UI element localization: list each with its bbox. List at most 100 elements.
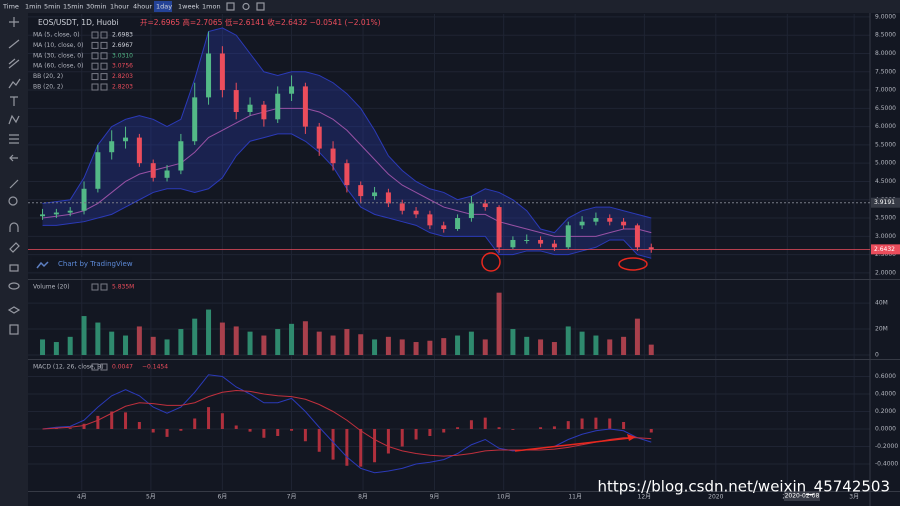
y-tick-label: 2.0000 bbox=[875, 269, 896, 276]
volume-bar bbox=[289, 323, 295, 356]
volume-bar bbox=[136, 326, 142, 356]
indicator-settings[interactable] bbox=[100, 73, 108, 81]
channel-tool[interactable] bbox=[8, 58, 20, 69]
volume-bar bbox=[302, 321, 308, 356]
candle-body bbox=[634, 225, 640, 248]
screenshot-button[interactable] bbox=[256, 2, 265, 11]
indicator-settings[interactable] bbox=[100, 31, 108, 39]
y-tick-label: 40M bbox=[875, 300, 888, 307]
magnet-tool[interactable] bbox=[9, 222, 19, 232]
macd-histogram-bar bbox=[511, 429, 515, 430]
date-tag-label: 2020-02-08 bbox=[785, 493, 820, 500]
volume-bar bbox=[95, 322, 101, 356]
lock-tool[interactable] bbox=[9, 264, 19, 272]
pattern-tool[interactable] bbox=[8, 114, 20, 125]
y-tick-label: 5.5000 bbox=[875, 141, 896, 148]
candle-body bbox=[123, 137, 129, 142]
indicator-settings[interactable] bbox=[100, 62, 108, 70]
candle-body bbox=[524, 239, 530, 241]
candle-body bbox=[192, 97, 198, 142]
indicator-toggle[interactable] bbox=[91, 41, 99, 49]
interval-button[interactable]: 5min bbox=[44, 3, 60, 11]
indicator-settings[interactable] bbox=[100, 52, 108, 60]
candle-body bbox=[316, 126, 322, 149]
macd-histogram-bar bbox=[165, 429, 169, 437]
volume-bar bbox=[482, 339, 488, 356]
volume-bar bbox=[551, 342, 557, 356]
last-price-tag bbox=[871, 244, 900, 255]
layers-tool[interactable] bbox=[7, 306, 21, 314]
hide-tool[interactable] bbox=[8, 282, 20, 290]
candle-body bbox=[67, 210, 73, 213]
interval-button[interactable]: 30min bbox=[86, 3, 107, 11]
interval-button[interactable]: 1day bbox=[156, 3, 172, 11]
indicator-toggle[interactable] bbox=[91, 363, 99, 371]
candle-body bbox=[275, 93, 281, 120]
zoom-tool[interactable] bbox=[8, 196, 18, 206]
indicator-toggle[interactable] bbox=[91, 52, 99, 60]
indicator-toggle[interactable] bbox=[91, 283, 99, 291]
candle-body bbox=[302, 86, 308, 127]
volume-bar bbox=[316, 331, 322, 356]
branding-text[interactable]: Chart by TradingView bbox=[58, 260, 133, 268]
settings-button[interactable] bbox=[242, 2, 250, 11]
text-tool[interactable] bbox=[10, 96, 18, 106]
interval-button[interactable]: 4hour bbox=[133, 3, 152, 11]
volume-bar bbox=[247, 331, 253, 356]
volume-bar bbox=[579, 331, 585, 356]
x-tick-label: 5月 bbox=[146, 494, 156, 501]
macd-histogram-bar bbox=[179, 429, 183, 431]
indicator-settings[interactable] bbox=[100, 41, 108, 49]
prediction-tool[interactable] bbox=[9, 154, 18, 162]
line-tool[interactable] bbox=[8, 39, 20, 49]
measure-tool[interactable] bbox=[9, 179, 19, 189]
indicator-toggle[interactable] bbox=[91, 31, 99, 39]
volume-bar bbox=[150, 336, 156, 356]
x-tick-label: 6月 bbox=[217, 494, 227, 501]
interval-button[interactable]: 1week bbox=[178, 3, 199, 11]
compare-button[interactable] bbox=[226, 2, 235, 11]
y-tick-label: 3.5000 bbox=[875, 215, 896, 222]
candle-body bbox=[468, 203, 474, 219]
candle-body bbox=[510, 239, 516, 248]
volume-bar bbox=[123, 335, 129, 356]
volume-bar bbox=[206, 309, 212, 356]
candle-body bbox=[358, 185, 364, 197]
indicator-settings[interactable] bbox=[100, 363, 108, 371]
interval-button[interactable]: 1min bbox=[25, 3, 41, 11]
interval-button[interactable]: 15min bbox=[63, 3, 84, 11]
interval-button[interactable]: 1mon bbox=[202, 3, 221, 11]
macd-histogram-bar bbox=[539, 427, 543, 430]
volume-bar bbox=[385, 336, 391, 356]
indicator-name: BB (20, 2) bbox=[33, 84, 63, 91]
candle-body bbox=[95, 152, 101, 189]
volume-bar bbox=[427, 340, 433, 356]
pen-tool[interactable] bbox=[8, 78, 21, 89]
indicator-settings[interactable] bbox=[100, 83, 108, 91]
delete-tool[interactable] bbox=[9, 324, 19, 335]
candle-body bbox=[441, 225, 447, 230]
volume-bar bbox=[593, 335, 599, 356]
circle-annotation bbox=[481, 252, 501, 272]
indicator-toggle[interactable] bbox=[91, 62, 99, 70]
macd-line bbox=[42, 389, 652, 457]
indicator-settings[interactable] bbox=[100, 283, 108, 291]
volume-bar bbox=[510, 329, 516, 356]
arrow-head bbox=[627, 434, 636, 441]
interval-button[interactable]: 1hour bbox=[110, 3, 129, 11]
crosshair-tool[interactable] bbox=[9, 17, 19, 27]
drawing-tools bbox=[7, 17, 21, 335]
indicator-toggle[interactable] bbox=[91, 73, 99, 81]
indicator-value: 5.835M bbox=[112, 284, 134, 291]
macd-histogram-bar bbox=[622, 421, 626, 430]
stay-drawing-tool[interactable] bbox=[9, 242, 20, 253]
indicator-toggle[interactable] bbox=[91, 83, 99, 91]
candle-body bbox=[551, 243, 557, 248]
fib-tool[interactable] bbox=[9, 134, 19, 144]
volume-bar bbox=[538, 339, 544, 356]
volume-bar bbox=[330, 335, 336, 356]
y-tick-label: 4.5000 bbox=[875, 178, 896, 185]
indicator-name: MA (60, close, 0) bbox=[33, 63, 83, 70]
candle-body bbox=[482, 203, 488, 208]
indicator-value: 3.0756 bbox=[112, 63, 133, 70]
